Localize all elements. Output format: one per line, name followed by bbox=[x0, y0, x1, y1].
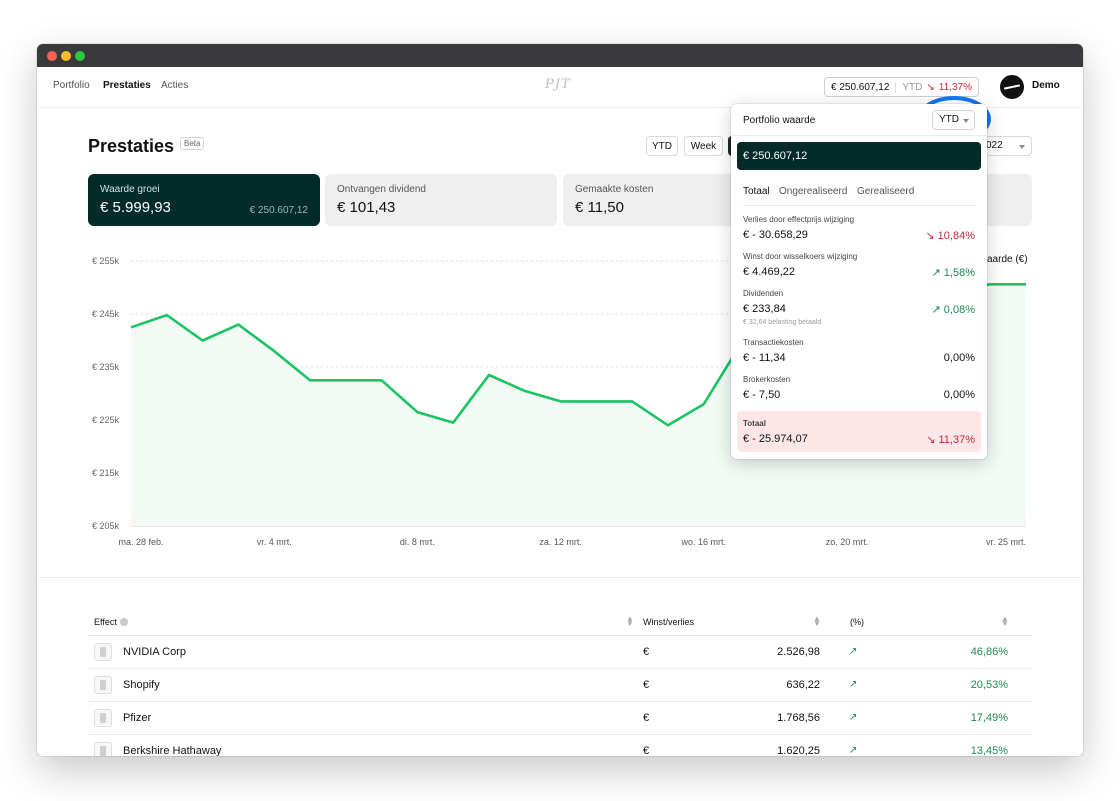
x-tick-label: vr. 25 mrt. bbox=[986, 537, 1026, 547]
stock-name: NVIDIA Corp bbox=[123, 646, 186, 658]
table-header: Effect ▲ ▼ Winst/verlies ▲ ▼ (%) ▲ ▼ bbox=[88, 609, 1032, 636]
dropdown-row-value: € - 11,34 bbox=[743, 352, 786, 364]
stock-name: Shopify bbox=[123, 679, 160, 691]
result-amount: 2.526,98 bbox=[777, 646, 820, 658]
dropdown-divider bbox=[731, 135, 987, 136]
sort-icon[interactable]: ▲ ▼ bbox=[1001, 614, 1009, 628]
y-tick-label: € 215k bbox=[92, 468, 120, 478]
header-effect[interactable]: Effect bbox=[94, 617, 128, 627]
dropdown-title: Portfolio waarde bbox=[743, 115, 816, 126]
dropdown-row-pct: ↗ 1,58% bbox=[931, 267, 975, 279]
y-tick-label: € 255k bbox=[92, 256, 120, 266]
stock-name: Pfizer bbox=[123, 712, 152, 724]
period-pct: 11,37% bbox=[938, 81, 972, 93]
dropdown-row-pct: 0,00% bbox=[943, 389, 975, 401]
user-name[interactable]: Demo bbox=[1032, 80, 1060, 91]
y-tick-label: € 245k bbox=[92, 309, 120, 319]
dropdown-row-label: Brokerkosten bbox=[743, 375, 791, 384]
close-window-button[interactable] bbox=[47, 51, 57, 61]
dropdown-total: Totaal € - 25.974,07 ↘ 11,37% bbox=[737, 411, 981, 452]
holdings-table: Effect ▲ ▼ Winst/verlies ▲ ▼ (%) ▲ ▼ NVIDIA… bbox=[88, 609, 1032, 756]
result-pct: 13,45% bbox=[970, 745, 1008, 756]
dropdown-row-pct: ↗ 0,08% bbox=[931, 304, 975, 316]
tab-totaal[interactable]: Totaal bbox=[743, 186, 770, 197]
stock-icon bbox=[94, 676, 112, 694]
currency: € bbox=[643, 745, 650, 756]
header-result[interactable]: Winst/verlies bbox=[643, 617, 695, 627]
y-tick-label: € 225k bbox=[92, 415, 120, 425]
dropdown-row-value: € - 7,50 bbox=[743, 389, 781, 401]
x-tick-label: vr. 4 mrt. bbox=[257, 537, 292, 547]
dropdown-row-label: Winst door wisselkoers wijziging bbox=[743, 252, 858, 261]
nav-acties[interactable]: Acties bbox=[161, 80, 189, 91]
dropdown-row-label: Transactiekosten bbox=[743, 338, 804, 347]
tab-gerealiseerd[interactable]: Gerealiseerd bbox=[857, 186, 915, 197]
trend-up-icon: ↗ bbox=[849, 712, 858, 723]
trend-up-icon: ↗ bbox=[849, 745, 858, 756]
result-pct: 20,53% bbox=[970, 679, 1008, 691]
table-row[interactable]: Berkshire Hathaway €1.620,25 ↗ 13,45% bbox=[88, 735, 1032, 756]
dropdown-row-label: Dividenden bbox=[743, 289, 784, 298]
total-pct: ↘ 11,37% bbox=[926, 434, 975, 446]
result-pct: 46,86% bbox=[970, 646, 1008, 658]
currency: € bbox=[643, 679, 650, 691]
minimize-window-button[interactable] bbox=[61, 51, 71, 61]
dropdown-row-value: € 4.469,22 bbox=[743, 266, 795, 278]
table-row[interactable]: NVIDIA Corp €2.526,98 ↗ 46,86% bbox=[88, 636, 1032, 669]
dropdown-row-label: Verlies door effectprijs wijziging bbox=[743, 215, 855, 224]
sort-icon[interactable]: ▲ ▼ bbox=[813, 614, 821, 628]
stock-icon bbox=[94, 709, 112, 727]
result-amount: 636,22 bbox=[786, 679, 820, 691]
sort-icon[interactable]: ▲ ▼ bbox=[626, 614, 634, 628]
dropdown-row-pct: ↘ 10,84% bbox=[925, 230, 975, 242]
user-avatar[interactable] bbox=[1000, 75, 1024, 99]
app-logo: PJT bbox=[545, 77, 571, 92]
x-tick-label: ma. 28 feb. bbox=[118, 537, 163, 547]
x-tick-label: zo. 20 mrt. bbox=[826, 537, 869, 547]
total-value: € - 25.974,07 bbox=[743, 433, 808, 445]
title-bar bbox=[37, 44, 1083, 67]
currency: € bbox=[643, 646, 650, 658]
tab-ongerealiseerd[interactable]: Ongerealiseerd bbox=[779, 186, 848, 197]
chevron-down-icon bbox=[963, 119, 969, 123]
result-amount: 1.768,56 bbox=[777, 712, 820, 724]
period-label: YTD bbox=[902, 81, 923, 93]
portfolio-value-dropdown: Portfolio waarde YTD € 250.607,12 Totaal… bbox=[731, 104, 987, 459]
dropdown-row-value: € - 30.658,29 bbox=[743, 229, 808, 241]
y-tick-label: € 235k bbox=[92, 362, 120, 372]
dropdown-value: € 250.607,12 bbox=[737, 142, 981, 170]
currency: € bbox=[643, 712, 650, 724]
top-navigation: Portfolio Prestaties Acties PJT € 250.60… bbox=[37, 67, 1083, 108]
nav-prestaties[interactable]: Prestaties bbox=[103, 80, 151, 91]
dropdown-row-note: € 32,64 belasting betaald bbox=[743, 319, 822, 326]
y-tick-label: € 205k bbox=[92, 521, 120, 531]
table-row[interactable]: Pfizer €1.768,56 ↗ 17,49% bbox=[88, 702, 1032, 735]
stock-name: Berkshire Hathaway bbox=[123, 745, 222, 756]
total-label: Totaal bbox=[743, 419, 766, 428]
table-row[interactable]: Shopify €636,22 ↗ 20,53% bbox=[88, 669, 1032, 702]
result-amount: 1.620,25 bbox=[777, 745, 820, 756]
result-pct: 17,49% bbox=[970, 712, 1008, 724]
trend-up-icon: ↗ bbox=[849, 646, 858, 657]
portfolio-value: € 250.607,12 bbox=[831, 81, 897, 93]
x-tick-label: za. 12 mrt. bbox=[539, 537, 582, 547]
trend-down-icon: ↘ bbox=[926, 81, 935, 93]
stock-icon bbox=[94, 742, 112, 756]
info-icon[interactable] bbox=[119, 618, 128, 626]
trend-up-icon: ↗ bbox=[849, 679, 858, 690]
maximize-window-button[interactable] bbox=[75, 51, 85, 61]
stock-icon bbox=[94, 643, 112, 661]
nav-portfolio[interactable]: Portfolio bbox=[53, 80, 90, 91]
x-tick-label: wo. 16 mrt. bbox=[681, 537, 727, 547]
x-tick-label: di. 8 mrt. bbox=[400, 537, 435, 547]
section-divider bbox=[37, 577, 1083, 578]
period-select[interactable]: YTD bbox=[932, 110, 975, 130]
portfolio-value-pill[interactable]: € 250.607,12 YTD ↘ 11,37% bbox=[824, 77, 979, 97]
header-pct[interactable]: (%) bbox=[850, 617, 864, 627]
dropdown-row-pct: 0,00% bbox=[943, 352, 975, 364]
dropdown-row-value: € 233,84 bbox=[743, 303, 786, 315]
dropdown-tabs: Totaal Ongerealiseerd Gerealiseerd bbox=[743, 184, 975, 206]
